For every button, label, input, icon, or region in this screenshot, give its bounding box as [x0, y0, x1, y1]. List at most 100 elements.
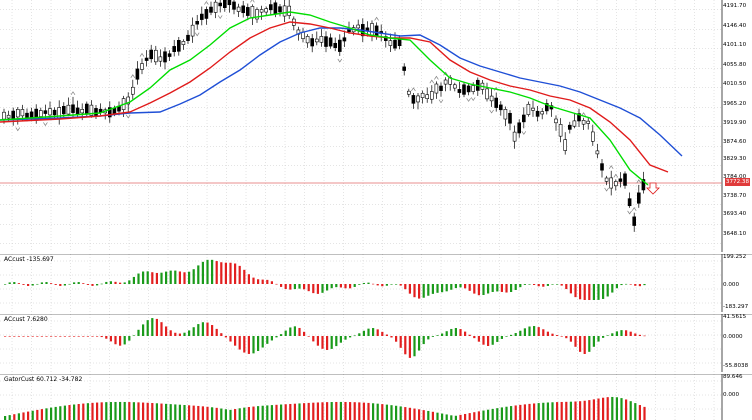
histogram-bar — [583, 400, 586, 420]
candle-body — [305, 36, 310, 44]
histogram-bar — [321, 402, 324, 420]
histogram-bar — [335, 401, 338, 420]
histogram-bar — [243, 336, 246, 353]
histogram-bar — [602, 336, 605, 338]
histogram-bar — [588, 400, 591, 420]
histogram-bar — [326, 336, 329, 350]
histogram-bar — [261, 405, 264, 420]
histogram-bar — [473, 412, 476, 420]
histogram-bar — [220, 333, 223, 336]
fractal-marker — [70, 91, 76, 96]
histogram-bar — [441, 284, 444, 293]
histogram-bar — [349, 402, 352, 420]
histogram-bar — [146, 320, 149, 336]
histogram-bar — [45, 408, 48, 420]
histogram-bar — [514, 284, 517, 290]
candle-body — [540, 111, 545, 115]
histogram-bar — [477, 336, 480, 342]
grid — [0, 374, 722, 420]
indicator-scale-mid: 0.0000 — [723, 334, 743, 340]
candle-body — [241, 5, 245, 14]
histogram-bar — [445, 331, 448, 336]
price-chart-pane[interactable]: 4191.70 4146.40 4101.10 4055.80 4010.50 3965.… — [0, 0, 752, 252]
histogram-bar — [464, 413, 467, 420]
histogram-bar — [220, 262, 223, 284]
histogram-bar — [362, 402, 365, 420]
candle-body — [420, 92, 425, 99]
accust-histogram-2 — [0, 314, 752, 372]
candle-body — [471, 85, 476, 92]
histogram-bar — [201, 261, 204, 284]
histogram-bar — [73, 282, 76, 284]
histogram-bar — [496, 408, 499, 420]
candle-body — [190, 24, 195, 37]
candle-body — [144, 57, 149, 61]
histogram-bar — [454, 415, 457, 420]
candle-body — [255, 9, 259, 20]
histogram-bar — [316, 402, 319, 420]
histogram-bar — [31, 284, 34, 286]
histogram-bar — [284, 330, 287, 336]
histogram-bar — [270, 336, 273, 341]
histogram-bar — [229, 262, 232, 284]
histogram-bar — [17, 413, 20, 420]
histogram-bar — [606, 284, 609, 297]
indicator-label: ACcust -135.697 — [4, 256, 54, 263]
histogram-bar — [523, 284, 526, 285]
histogram-bar — [247, 407, 250, 420]
histogram-bar — [542, 284, 545, 287]
histogram-bar — [119, 336, 122, 346]
histogram-bar — [574, 401, 577, 420]
histogram-bar — [174, 332, 177, 336]
histogram-bar — [473, 284, 476, 294]
histogram-bar — [40, 409, 43, 420]
histogram-bar — [289, 403, 292, 420]
histogram-bar — [86, 284, 89, 285]
histogram-bar — [353, 284, 356, 287]
histogram-bar — [533, 326, 536, 336]
histogram-bar — [142, 324, 145, 336]
histogram-bar — [160, 403, 163, 420]
histogram-bar — [597, 336, 600, 342]
histogram-bar — [643, 284, 646, 286]
histogram-bar — [404, 284, 407, 290]
histogram-bar — [579, 336, 582, 352]
histogram-bar — [344, 284, 347, 289]
indicator-pane-accust-2[interactable]: ACcust 7.6280 41.5615 0.0000 -55.8038 — [0, 314, 752, 372]
histogram-bar — [4, 284, 7, 285]
histogram-bar — [326, 284, 329, 291]
fractal-marker — [217, 15, 223, 20]
fractal-marker — [429, 79, 435, 84]
histogram-bar — [96, 284, 99, 286]
fractal-marker — [438, 99, 444, 104]
histogram-bar — [128, 336, 131, 341]
fractal-marker — [631, 207, 637, 211]
histogram-bar — [441, 413, 444, 420]
histogram-bar — [330, 336, 333, 349]
histogram-bar — [362, 282, 365, 284]
candle-body — [425, 94, 430, 99]
histogram-bar — [63, 405, 66, 420]
histogram-bar — [289, 284, 292, 290]
histogram-bar — [229, 409, 232, 420]
indicator-pane-gator[interactable]: GatorCust 60.712 -34.782 89.646 0.000 — [0, 374, 752, 420]
histogram-bar — [86, 403, 89, 420]
candle-body — [554, 118, 558, 124]
histogram-bar — [252, 406, 255, 420]
histogram-bar — [188, 271, 191, 284]
candle-body — [236, 6, 241, 12]
histogram-bar — [422, 284, 425, 298]
histogram-bar — [542, 402, 545, 420]
histogram-bar — [537, 284, 540, 287]
candle-body — [581, 120, 586, 125]
histogram-bar — [413, 408, 416, 420]
histogram-bar — [77, 336, 80, 337]
indicator-pane-accust-1[interactable]: ACcust -135.697 199.252 0.000 -183.297 — [0, 254, 752, 312]
histogram-bar — [367, 402, 370, 420]
histogram-bar — [385, 284, 388, 286]
histogram-bar — [634, 333, 637, 336]
candle-body — [356, 24, 361, 29]
histogram-bar — [487, 284, 490, 294]
histogram-bar — [45, 282, 48, 284]
histogram-bar — [27, 336, 30, 337]
